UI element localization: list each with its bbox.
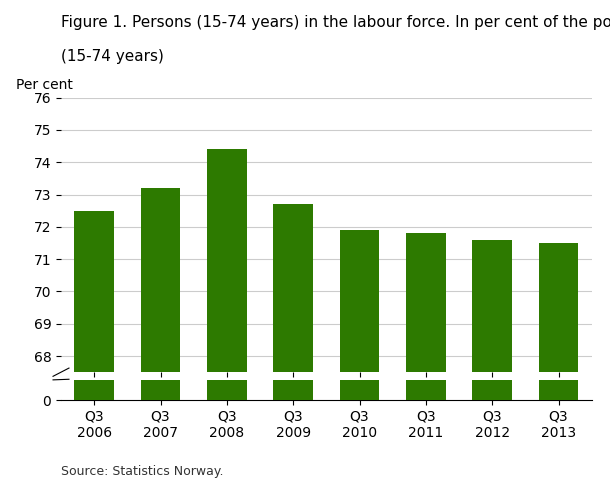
Bar xyxy=(74,0,114,400)
Bar xyxy=(140,188,181,488)
Text: Per cent: Per cent xyxy=(16,78,73,92)
Bar xyxy=(406,0,446,400)
Text: Figure 1. Persons (15-74 years) in the labour force. In per cent of the populati: Figure 1. Persons (15-74 years) in the l… xyxy=(61,15,610,30)
Bar xyxy=(539,0,578,400)
Bar xyxy=(472,0,512,400)
Bar xyxy=(340,230,379,488)
Bar xyxy=(539,243,578,488)
Text: Source: Statistics Norway.: Source: Statistics Norway. xyxy=(61,465,223,478)
Bar xyxy=(273,204,313,488)
Bar xyxy=(207,0,246,400)
Bar xyxy=(207,149,246,488)
Bar xyxy=(472,240,512,488)
Bar xyxy=(74,211,114,488)
Bar xyxy=(273,0,313,400)
Bar xyxy=(140,0,181,400)
Bar xyxy=(340,0,379,400)
Text: (15-74 years): (15-74 years) xyxy=(61,49,164,64)
Bar xyxy=(406,233,446,488)
